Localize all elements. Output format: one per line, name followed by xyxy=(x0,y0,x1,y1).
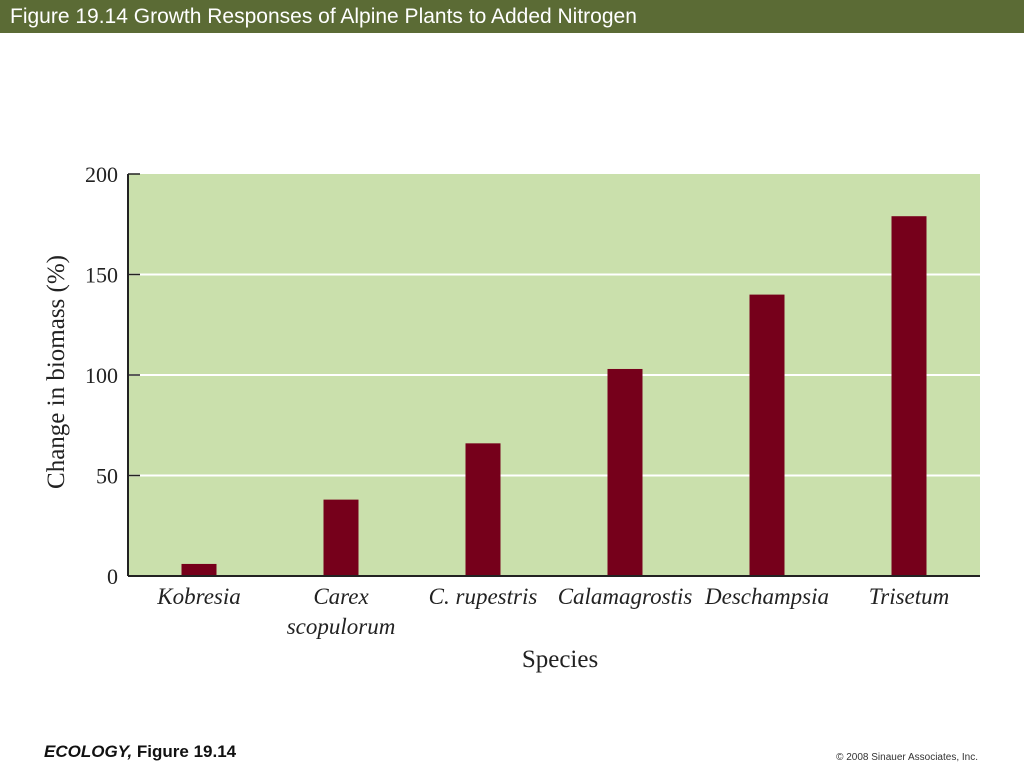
bar xyxy=(465,443,501,576)
y-tick-label: 150 xyxy=(85,263,118,288)
bar xyxy=(323,499,359,576)
y-tick-label: 0 xyxy=(107,564,118,589)
gridlines xyxy=(128,273,980,477)
book-credit: ECOLOGY, Figure 19.14 xyxy=(44,742,236,762)
y-axis-label: Change in biomass (%) xyxy=(43,255,70,489)
x-tick-label: Carex scopulorum xyxy=(287,584,396,639)
y-tick-label: 200 xyxy=(85,162,118,187)
bars xyxy=(181,216,927,576)
x-tick-labels: Kobresia Carex scopulorum C. rupestris Calam… xyxy=(156,584,949,639)
bar xyxy=(891,216,927,576)
y-tick-label: 50 xyxy=(96,464,118,489)
y-tick-label: 100 xyxy=(85,363,118,388)
x-tick-label: Kobresia xyxy=(156,584,241,609)
copyright-notice: © 2008 Sinauer Associates, Inc. xyxy=(836,752,978,763)
x-tick-label: Deschampsia xyxy=(704,584,829,609)
bar xyxy=(749,294,785,576)
x-tick-label: C. rupestris xyxy=(429,584,538,609)
bar xyxy=(181,563,217,576)
x-axis-label: Species xyxy=(522,646,598,673)
figure-number: Figure 19.14 xyxy=(132,742,237,761)
figure-title: Figure 19.14 Growth Responses of Alpine … xyxy=(0,0,1024,33)
y-tick-labels: 0 50 100 150 200 xyxy=(85,162,140,589)
x-tick-label: Calamagrostis xyxy=(558,584,693,609)
book-name: ECOLOGY, xyxy=(44,742,133,761)
bar xyxy=(607,368,643,576)
x-tick-label: Trisetum xyxy=(869,584,950,609)
